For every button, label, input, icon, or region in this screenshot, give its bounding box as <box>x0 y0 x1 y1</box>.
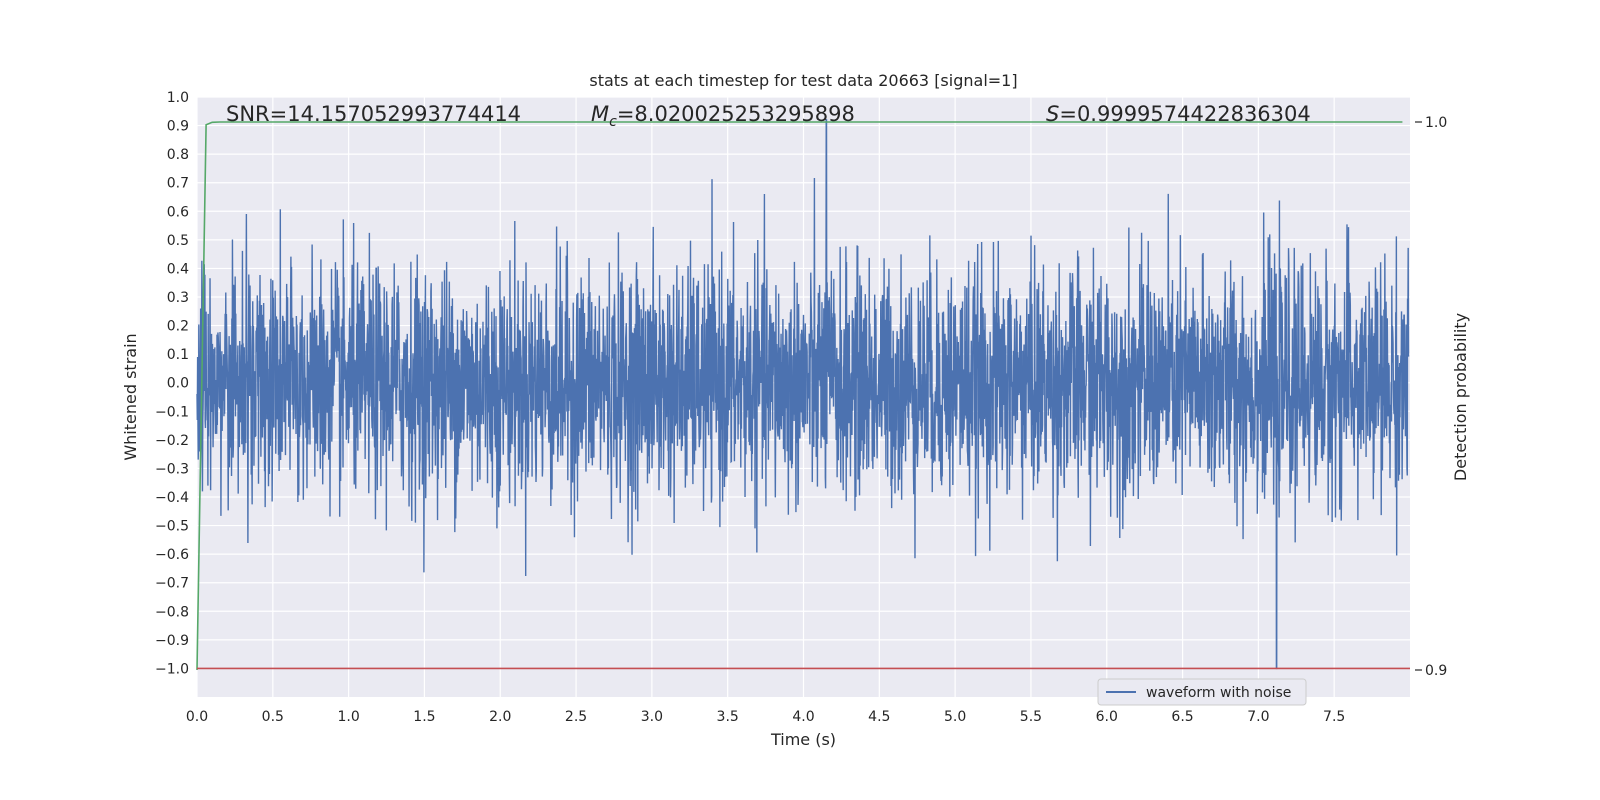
y-tick-label: 0.3 <box>167 290 189 306</box>
y-tick-label: 0.2 <box>167 319 189 335</box>
mc-value: =8.020025253295898 <box>617 102 855 126</box>
y-tick-label: 0.5 <box>167 233 189 249</box>
y-tick-label: −0.1 <box>155 404 189 420</box>
y-tick-label: −0.9 <box>155 633 189 649</box>
y-axis-ticks: 1.0 0.9 0.8 0.7 0.6 0.5 0.4 0.3 0.2 0.1 0.0 −0.1 −0.… <box>155 90 189 677</box>
x-tick-label: 0.5 <box>262 709 284 725</box>
x-tick-label: 5.0 <box>944 709 966 725</box>
x-axis-label: Time (s) <box>770 730 836 749</box>
y-tick-label: −1.0 <box>155 661 189 677</box>
x-tick-label: 3.5 <box>717 709 739 725</box>
series-layer <box>196 119 1410 671</box>
mc-symbol: M <box>591 102 609 126</box>
annotation-score: S=0.9999574422836304 <box>1046 102 1311 126</box>
x-tick-label: 6.0 <box>1096 709 1118 725</box>
x-axis-ticks: 0.0 0.5 1.0 1.5 2.0 2.5 3.0 3.5 4.0 4.5 5.0 5.5 6.0 6… <box>186 709 1345 725</box>
y-tick-label: 0.7 <box>167 176 189 192</box>
x-tick-label: 2.5 <box>565 709 587 725</box>
x-tick-label: 5.5 <box>1020 709 1042 725</box>
y-tick-label: −0.3 <box>155 461 189 477</box>
x-tick-label: 7.5 <box>1323 709 1345 725</box>
series-waveform-with-noise <box>196 119 1410 670</box>
y-tick-label: −0.7 <box>155 576 189 592</box>
y-tick-label: 0.0 <box>167 376 189 392</box>
y-tick-label: 1.0 <box>167 90 189 106</box>
y-tick-label: 0.8 <box>167 147 189 163</box>
x-tick-label: 1.0 <box>337 709 359 725</box>
series-detection-probability <box>196 121 1403 671</box>
y-tick-label: −0.8 <box>155 604 189 620</box>
y-tick-label: −0.2 <box>155 433 189 449</box>
legend-label: waveform with noise <box>1146 685 1291 701</box>
y-tick-label: 0.9 <box>167 119 189 135</box>
x-tick-label: 4.0 <box>792 709 814 725</box>
x-tick-label: 3.0 <box>641 709 663 725</box>
y-tick-label: −0.5 <box>155 519 189 535</box>
s-value: =0.9999574422836304 <box>1059 102 1310 126</box>
y-tick-label: −0.4 <box>155 490 189 506</box>
y-axis-label: Whitened strain <box>121 333 140 460</box>
y-tick-label: 0.6 <box>167 204 189 220</box>
legend: waveform with noise <box>1097 678 1307 706</box>
y-tick-label: 0.4 <box>167 261 189 277</box>
y2-tick-label: 0.9 <box>1425 663 1447 679</box>
x-tick-label: 1.5 <box>413 709 435 725</box>
x-tick-label: 2.0 <box>489 709 511 725</box>
annotation-chirp-mass: Mc=8.020025253295898 <box>591 102 855 130</box>
y-tick-label: 0.1 <box>167 347 189 363</box>
y-tick-label: −0.6 <box>155 547 189 563</box>
s-symbol: S <box>1046 102 1059 126</box>
mc-subscript: c <box>609 114 617 130</box>
x-tick-label: 4.5 <box>868 709 890 725</box>
y2-axis-label: Detection probability <box>1451 313 1470 481</box>
legend-box <box>1097 678 1307 706</box>
y2-tick-label: 1.0 <box>1425 115 1447 131</box>
x-tick-label: 0.0 <box>186 709 208 725</box>
x-tick-label: 6.5 <box>1171 709 1193 725</box>
chart-title: stats at each timestep for test data 206… <box>589 71 1017 90</box>
y2-axis-ticks: 1.0 0.9 <box>1415 115 1447 679</box>
annotation-snr: SNR=14.157052993774414 <box>226 102 521 126</box>
x-tick-label: 7.0 <box>1247 709 1269 725</box>
